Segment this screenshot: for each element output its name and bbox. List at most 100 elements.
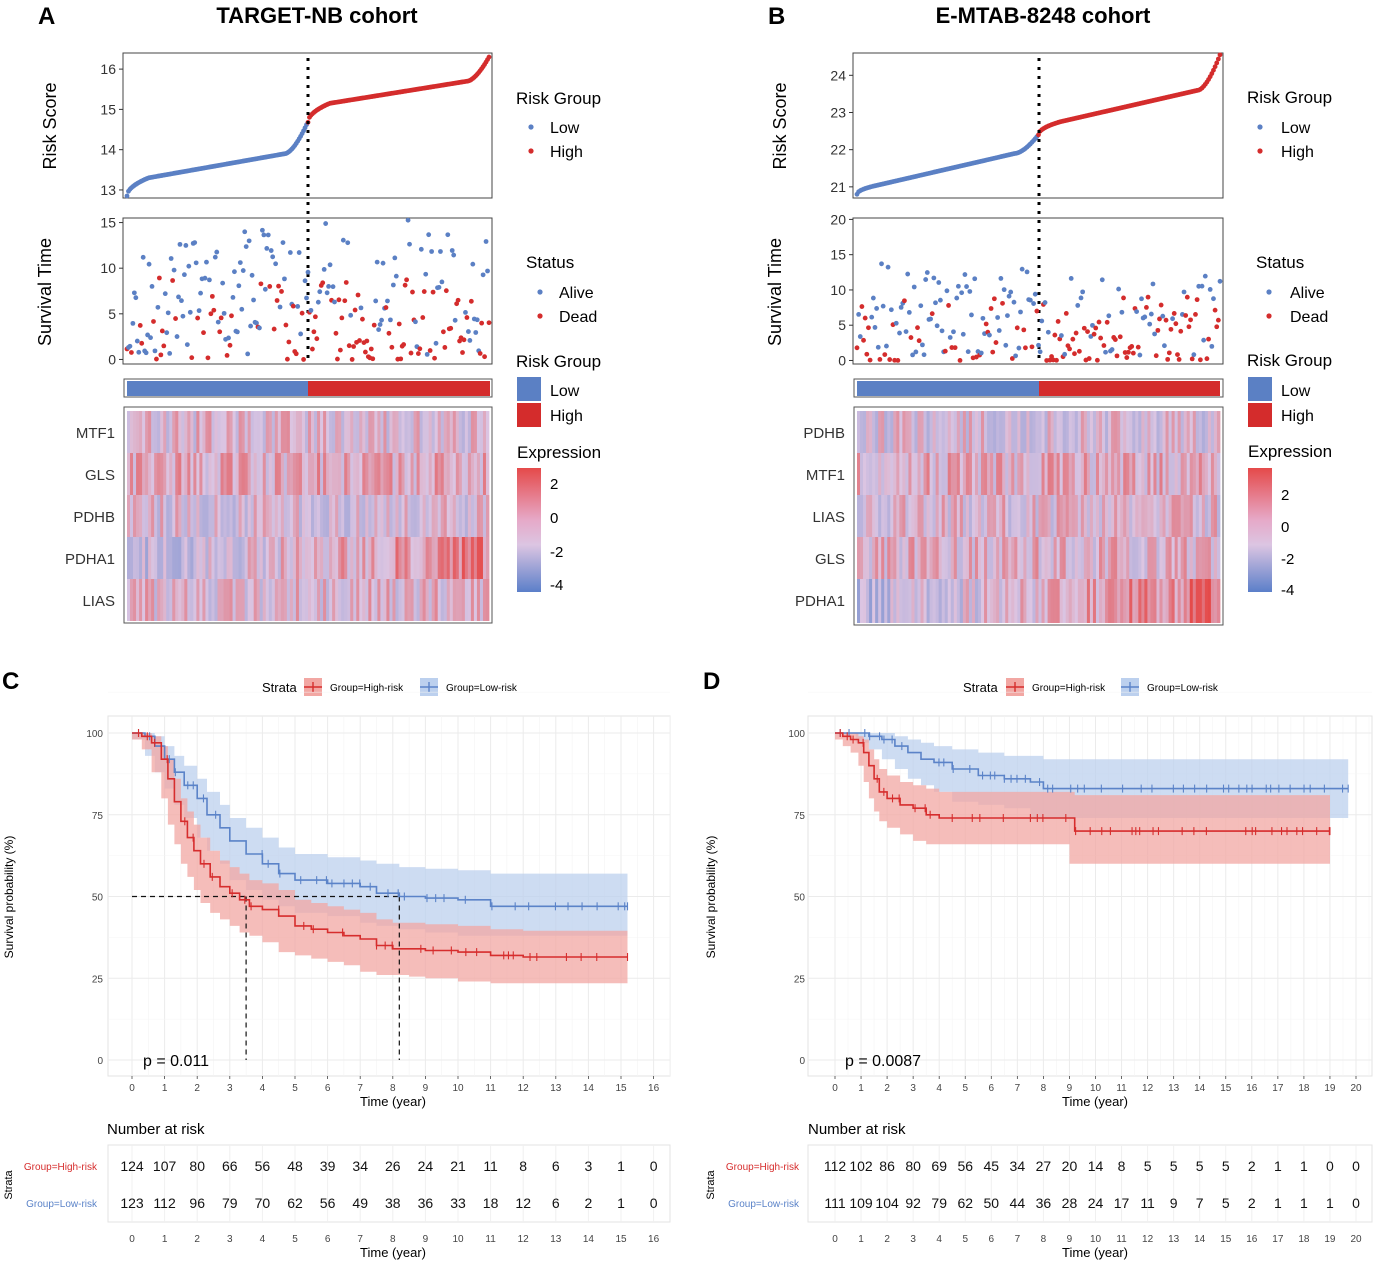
heatmap-gene-a-4: LIAS (82, 593, 115, 610)
heatmap-cell (902, 453, 906, 495)
heatmap-cell (1092, 495, 1097, 537)
heatmap-cell (962, 411, 967, 453)
heatmap-cell (422, 411, 427, 453)
survival-point (1171, 311, 1177, 316)
heatmap-cell (1105, 411, 1109, 453)
survival-point (1073, 330, 1079, 336)
heatmap-cell (136, 537, 140, 579)
risk-table-value-d-0-14: 5 (1196, 1158, 1204, 1174)
heatmap-cell (479, 411, 484, 453)
survival-point (993, 340, 999, 345)
heatmap-cell (1053, 579, 1058, 623)
heatmap-cell (455, 495, 460, 537)
survival-point (468, 298, 474, 304)
heatmap-cell (890, 537, 894, 579)
survival-point (364, 338, 370, 344)
heatmap-cell (1129, 579, 1133, 623)
risk-score-ytick-label-b-1: 22 (830, 142, 846, 158)
survival-point (918, 303, 924, 309)
heatmap-cell (968, 411, 973, 453)
heatmap-cell (464, 579, 469, 621)
survival-point (433, 340, 439, 346)
heatmap-cell (902, 411, 906, 453)
survival-point (913, 349, 919, 355)
heatmap-cell (938, 411, 943, 453)
risk-score-ytick-label-b-2: 23 (830, 104, 846, 120)
survival-point (377, 322, 383, 327)
heatmap-cell (265, 579, 270, 621)
survival-point (261, 232, 267, 238)
survival-ytick-label-b-3: 15 (830, 247, 846, 263)
survival-point (184, 342, 190, 348)
risk-table-value-d-0-17: 1 (1274, 1158, 1282, 1174)
heatmap-cell (1129, 411, 1133, 453)
survival-point (897, 330, 902, 336)
heatmap-cell (1132, 453, 1136, 495)
km-xtick-label-d-11: 11 (1116, 1083, 1127, 1094)
heatmap-cell (1047, 411, 1051, 453)
heatmap-cell (289, 537, 294, 579)
survival-point (174, 334, 180, 339)
survival-point (348, 312, 354, 318)
survival-point (1119, 309, 1125, 315)
survival-point (170, 278, 176, 283)
heatmap-cell (1062, 579, 1067, 623)
heatmap-cell (1086, 579, 1091, 623)
risk-table-xtick-d-13: 13 (1168, 1234, 1180, 1245)
survival-point (1144, 304, 1149, 310)
km-xtick-label-d-8: 8 (1041, 1083, 1047, 1094)
survival-point (155, 304, 161, 310)
heatmap-cell (1135, 453, 1139, 495)
heatmap-cell (317, 495, 321, 537)
survival-point (277, 304, 283, 310)
heatmap-cell (214, 537, 218, 579)
survival-point (1067, 346, 1072, 352)
heatmap-cell (902, 537, 906, 579)
heatmap-cell (166, 453, 170, 495)
heatmap-cell (178, 537, 182, 579)
heatmap-cell (172, 579, 176, 621)
heatmap-cell (253, 411, 258, 453)
survival-point (402, 282, 408, 288)
heatmap-cell (416, 579, 421, 621)
heatmap-cell (253, 537, 258, 579)
heatmap-cell (1192, 579, 1197, 623)
risk-table-value-d-1-18: 1 (1300, 1195, 1308, 1211)
survival-point (946, 303, 951, 308)
risk-table-xtick-c-1: 1 (162, 1234, 168, 1245)
heatmap-cell (193, 537, 197, 579)
heatmap-cell (1071, 579, 1076, 623)
survival-point (983, 321, 989, 327)
risk-table-xtick-c-14: 14 (583, 1234, 595, 1245)
survival-point (245, 351, 251, 357)
heatmap-cell (935, 537, 940, 579)
heatmap-cell (311, 537, 315, 579)
heatmap-cell (1059, 537, 1064, 579)
survival-point (257, 325, 262, 331)
heatmap-cell (356, 579, 360, 621)
heatmap-cell (392, 453, 396, 495)
heatmap-cell (416, 495, 421, 537)
expression-tick-b-1: 0 (1281, 519, 1289, 536)
survival-point (129, 350, 134, 355)
heatmap-cell (857, 579, 861, 623)
heatmap-frame-a (123, 406, 493, 624)
survival-point (230, 295, 236, 300)
survival-point (249, 272, 255, 278)
km-ytick-label-d-0: 0 (799, 1056, 805, 1067)
heatmap-cell (1171, 579, 1176, 623)
heatmap-cell (866, 453, 870, 495)
heatmap-cell (1141, 579, 1145, 623)
heatmap-cell (1168, 411, 1172, 453)
heatmap-cell (1017, 411, 1021, 453)
heatmap-cell (881, 453, 885, 495)
risk-table-value-d-0-0: 112 (824, 1158, 847, 1174)
heatmap-cell (887, 537, 891, 579)
heatmap-cell (1035, 495, 1039, 537)
heatmap-cell (214, 453, 218, 495)
survival-point (439, 279, 445, 285)
heatmap-cell (920, 453, 924, 495)
heatmap-cell (996, 537, 1000, 579)
